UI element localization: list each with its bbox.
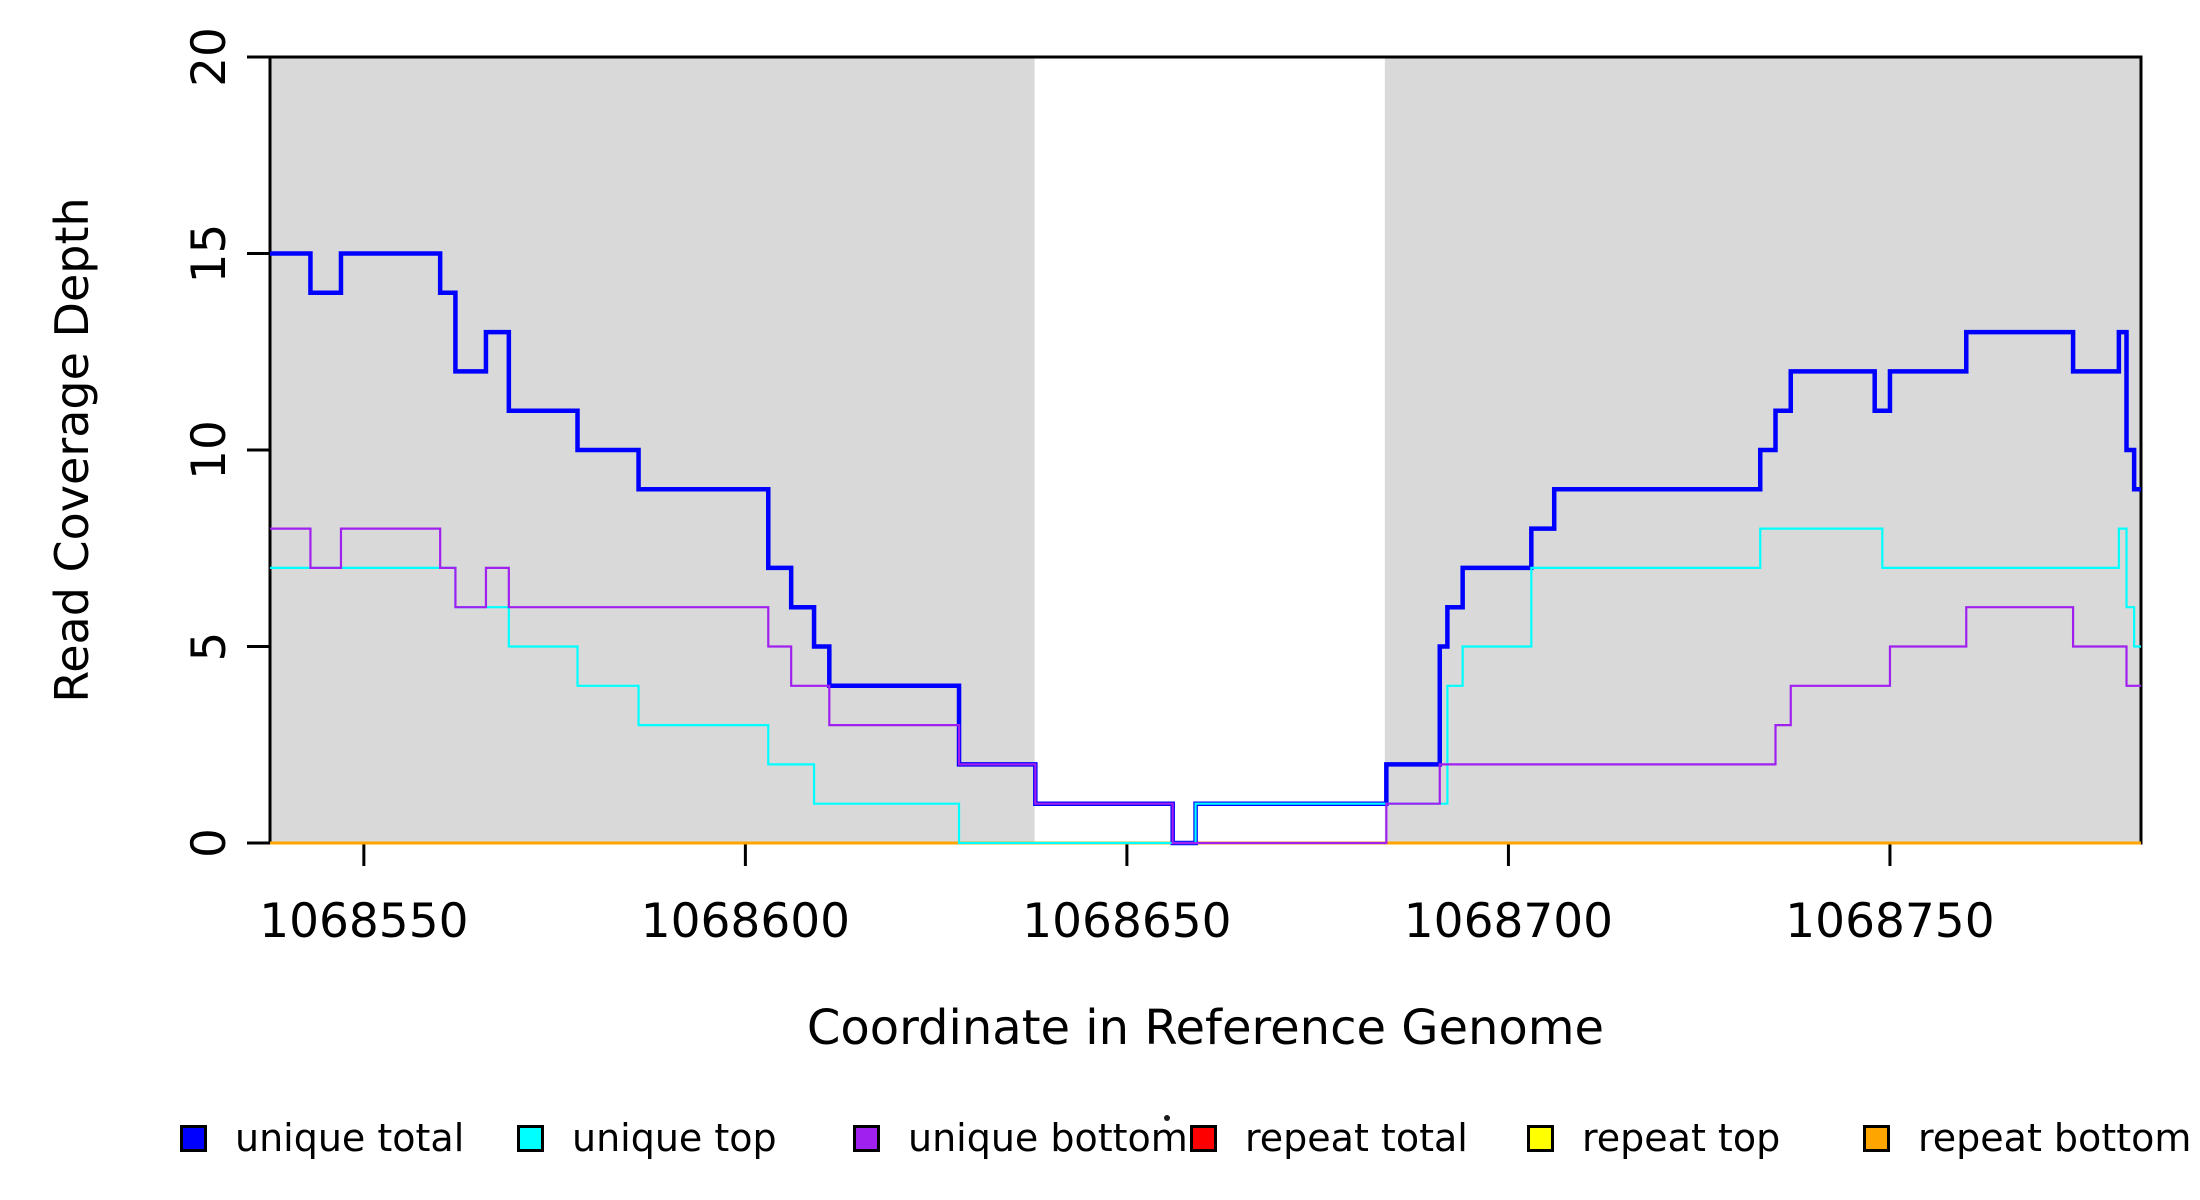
shaded-region (270, 57, 1035, 843)
y-tick-label: 20 (182, 27, 237, 87)
y-tick-label: 5 (182, 632, 237, 662)
x-axis-title: Coordinate in Reference Genome (806, 1000, 1605, 1056)
y-tick-label: 10 (182, 420, 237, 480)
x-tick-label: 1068700 (1404, 894, 1613, 949)
y-axis-title: Read Coverage Depth (45, 197, 99, 703)
stray-dot (1164, 1115, 1170, 1121)
series-unique-bottom (270, 527, 2141, 845)
x-tick-label: 1068550 (259, 894, 468, 949)
x-tick-label: 1068750 (1785, 894, 1994, 949)
x-tick-label: 1068650 (1022, 894, 1231, 949)
y-tick-label: 0 (182, 828, 237, 858)
y-tick-label: 15 (182, 224, 237, 284)
x-tick-label: 1068600 (641, 894, 850, 949)
series-unique-top (270, 527, 2141, 845)
